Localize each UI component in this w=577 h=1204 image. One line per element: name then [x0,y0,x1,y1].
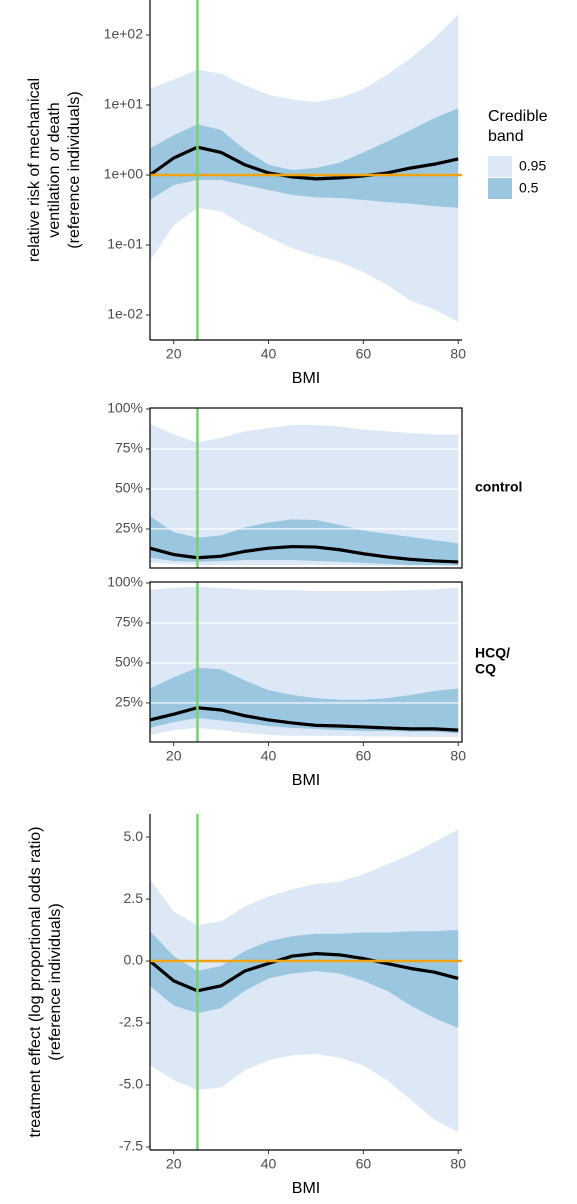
median-line [150,145,459,181]
y-tick-label: 1e+01 [104,96,144,112]
y-tick-label: 1e+02 [104,26,144,42]
credible-band [150,424,459,566]
y-tick-label: 100% [107,400,143,416]
legend-label: 0.5 [519,180,539,196]
y-tick-label: 2.5 [124,890,144,906]
y-tick-label: 5.0 [124,828,144,844]
x-tick-label: 40 [261,748,277,764]
plot-area [150,0,462,340]
y-tick-label: 100% [107,574,143,590]
y-axis-label: (reference individuals) [47,903,64,1060]
x-axis-label: BMI [292,1180,320,1197]
x-tick-label: 20 [166,1156,182,1172]
legend-swatch [488,156,512,177]
x-tick-label: 20 [166,346,182,362]
facet-label: HCQ/ [475,645,510,661]
y-tick-label: 25% [115,520,143,536]
legend-title: band [488,128,524,145]
y-tick-label: -5.0 [119,1076,143,1092]
median-line [150,706,459,732]
x-tick-label: 60 [356,346,372,362]
y-tick-label: -2.5 [119,1014,143,1030]
legend-label: 0.95 [519,158,546,174]
x-tick-label: 60 [356,748,372,764]
x-tick-label: 80 [450,748,466,764]
x-tick-label: 40 [261,1156,277,1172]
y-tick-label: 1e+00 [104,166,144,182]
y-tick-label: 25% [115,694,143,710]
y-tick-label: -7.5 [119,1138,143,1154]
x-tick-label: 40 [261,346,277,362]
x-axis-label: BMI [292,772,320,789]
plot-area [150,814,462,1150]
credible-band [150,516,459,566]
y-tick-label: 1e-02 [107,306,143,322]
y-tick-label: 75% [115,614,143,630]
x-tick-label: 80 [450,1156,466,1172]
y-axis-label: treatment effect (log proportional odds … [27,827,44,1138]
facet-label: CQ [475,661,496,677]
median-line [150,544,459,564]
facet-label: control [475,479,522,495]
plot-area [150,408,462,568]
plot-area [150,582,462,742]
panel-border [149,581,463,743]
y-tick-label: 50% [115,480,143,496]
x-axis-label: BMI [292,370,320,387]
x-tick-label: 80 [450,346,466,362]
credible-band [150,108,459,208]
median-line [150,952,459,993]
legend-swatch [488,178,512,199]
y-tick-label: 0.0 [124,952,144,968]
y-tick-label: 1e-01 [107,236,143,252]
credible-band [150,14,459,322]
y-tick-label: 75% [115,440,143,456]
x-tick-label: 20 [166,748,182,764]
y-axis-label: (reference individuals) [66,91,83,248]
credible-band [150,667,459,734]
panel-border [149,407,463,569]
x-tick-label: 60 [356,1156,372,1172]
credible-band [150,829,459,1133]
y-axis-label: relative risk of mechanical [26,78,43,262]
y-tick-label: 50% [115,654,143,670]
credible-band [150,930,459,1028]
y-axis-label: ventilation or death [46,102,63,237]
legend-title: Credible [488,108,548,125]
